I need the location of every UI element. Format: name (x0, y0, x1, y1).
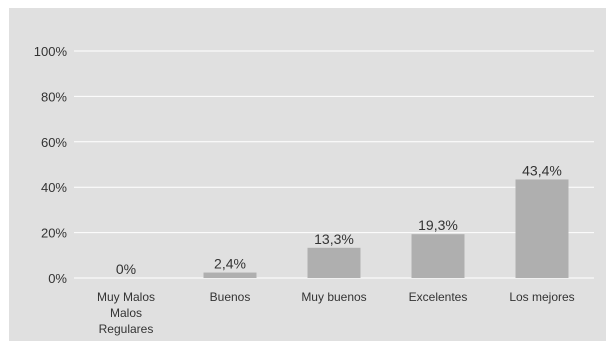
category-label: Regulares (99, 322, 154, 336)
y-tick-label: 80% (41, 89, 67, 104)
bar (203, 272, 257, 278)
bar (411, 234, 465, 278)
category-label: Los mejores (509, 290, 574, 304)
bar (515, 179, 569, 278)
data-label: 13,3% (314, 231, 354, 247)
x-axis-category-labels: Muy Malos Malos Regulares Buenos Muy buenos E… (97, 290, 575, 336)
y-tick-label: 20% (41, 226, 67, 241)
category-label: Excelentes (409, 290, 468, 304)
category-label: Malos (110, 306, 142, 320)
category-label: Muy buenos (301, 290, 366, 304)
y-tick-label: 100% (34, 44, 68, 59)
data-labels: 0% 2,4% 13,3% 19,3% 43,4% (116, 162, 562, 277)
bars (203, 179, 569, 278)
category-label: Muy Malos (97, 290, 155, 304)
bar-chart: 0% 20% 40% 60% 80% 100% 0% 2,4% 13,3% 19,3% 43,4%… (34, 44, 594, 336)
chart-panel: 0% 20% 40% 60% 80% 100% 0% 2,4% 13,3% 19,3% 43,4%… (9, 8, 606, 341)
gridlines (74, 50, 594, 279)
bar (307, 247, 361, 278)
y-tick-label: 40% (41, 180, 67, 195)
data-label: 19,3% (418, 217, 458, 233)
category-label: Buenos (210, 290, 251, 304)
y-tick-label: 0% (48, 271, 67, 286)
data-label: 0% (116, 261, 136, 277)
y-tick-label: 60% (41, 135, 67, 150)
y-axis-tick-labels: 0% 20% 40% 60% 80% 100% (34, 44, 68, 286)
data-label: 2,4% (214, 256, 246, 272)
data-label: 43,4% (522, 162, 562, 178)
